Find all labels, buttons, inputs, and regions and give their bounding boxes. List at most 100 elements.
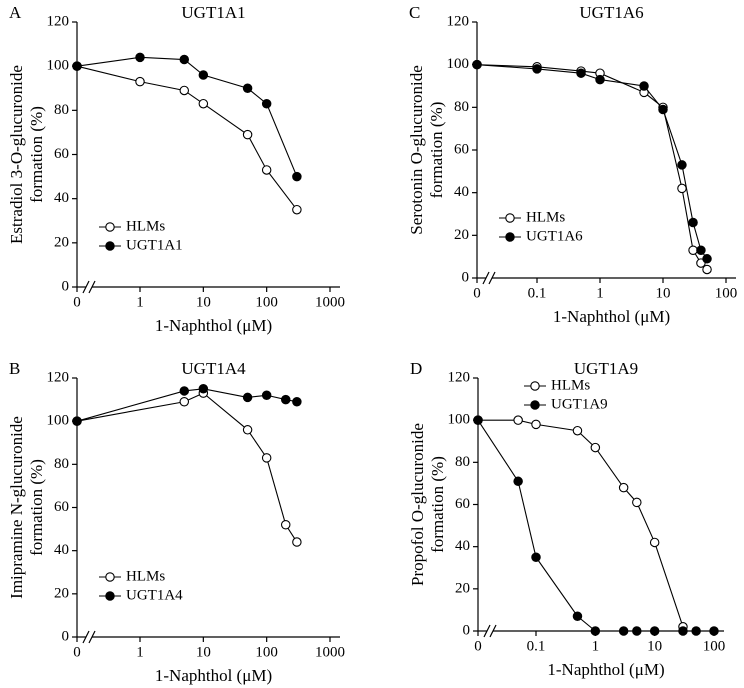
x-tick-label: 1000 [315,294,345,310]
y-axis-label: formation (%) [27,106,46,203]
legend-marker [505,213,515,223]
x-axis-label: 1-Naphthol (μM) [155,666,272,685]
panel-label: A [9,3,22,22]
legend-marker [105,241,115,251]
axis-break [88,630,96,644]
data-point [590,626,601,636]
x-tick-label: 10 [647,638,662,654]
axis-break [82,630,90,644]
y-tick-label: 80 [455,454,470,470]
x-tick-label: 0 [73,294,81,310]
data-point [531,552,541,562]
y-tick-label: 100 [47,413,70,429]
data-point [292,537,302,547]
data-point [649,537,660,548]
series-line [76,392,298,543]
data-point [261,453,272,463]
data-point [198,98,209,109]
data-point [292,204,302,215]
y-axis-label: formation (%) [427,102,446,199]
data-point [280,394,291,405]
data-point [688,245,698,256]
x-tick-label: 100 [255,644,278,660]
panel: 0 20 40 60 80 100 120 0 1 10 100 1000 A UGT1A1 1-Napht… [7,3,345,335]
y-tick-label: 40 [54,190,69,206]
data-point [513,476,523,487]
data-point [261,390,272,401]
y-tick-label: 0 [463,622,471,638]
axis-break [488,271,496,285]
legend-label: UGT1A4 [126,587,183,603]
y-tick-label: 40 [454,184,469,200]
legend-marker [530,381,540,391]
y-tick-label: 0 [62,278,70,294]
data-point [702,264,712,275]
series-line [476,64,708,270]
data-point [595,74,605,85]
y-tick-label: 100 [47,58,70,74]
y-axis-label: Imipramine N-glucuronide [7,416,26,599]
x-tick-label: 10 [656,285,671,301]
data-point [473,415,483,425]
x-tick-label: 10 [196,294,211,310]
x-tick-label: 1 [136,644,144,660]
chart-title: UGT1A6 [579,3,643,22]
data-point [532,64,542,74]
y-tick-label: 40 [54,542,69,558]
panel-label: D [410,359,422,378]
y-tick-label: 20 [54,234,69,250]
data-point [702,254,712,264]
x-axis-label: 1-Naphthol (μM) [547,660,664,679]
data-point [576,68,586,78]
chart-title: UGT1A9 [574,359,638,378]
data-point [472,59,482,70]
x-tick-label: 0.1 [527,638,546,654]
y-tick-label: 80 [54,102,69,118]
data-point [72,416,82,426]
data-point [696,245,706,256]
x-tick-label: 100 [715,285,738,301]
legend-label: UGT1A6 [526,228,583,244]
data-point [678,626,688,636]
legend-marker [105,572,115,582]
data-point [677,160,687,170]
y-tick-label: 20 [54,585,69,601]
axis-break [482,271,490,285]
data-point [632,626,642,636]
x-tick-label: 1000 [315,644,345,660]
x-tick-label: 1 [136,294,144,310]
data-point [280,520,291,530]
y-tick-label: 0 [462,269,470,285]
data-point [677,183,687,194]
data-point [292,171,302,182]
legend-label: HLMs [126,218,165,234]
x-tick-label: 10 [196,644,211,660]
y-tick-label: 0 [62,628,70,644]
x-axis-label: 1-Naphthol (μM) [155,316,272,335]
y-tick-label: 60 [54,146,69,162]
data-point [135,76,145,87]
data-point [618,626,629,636]
data-point [649,626,660,636]
x-tick-label: 0.1 [528,285,547,301]
x-tick-label: 0 [73,644,81,660]
data-point [639,81,649,91]
y-tick-label: 80 [54,456,69,472]
panel-label: C [409,3,420,22]
y-axis-label: Estradiol 3-O-glucuronide [7,65,26,244]
data-point [691,626,701,636]
data-point [261,98,272,109]
series-line [476,64,708,260]
y-axis-label: Propofol O-glucuronide [408,423,427,586]
x-axis-label: 1-Naphthol (μM) [553,307,670,326]
x-tick-label: 1 [596,285,604,301]
y-tick-label: 120 [47,13,70,29]
panel: 0 20 40 60 80 100 120 0 0.1 1 10 100 D UGT1A9 1-Naphth… [408,359,725,679]
axis-break [483,624,491,638]
y-tick-label: 100 [448,412,471,428]
legend-label: HLMs [526,209,565,225]
y-tick-label: 60 [454,141,469,157]
legend-label: UGT1A1 [126,237,183,253]
data-point [709,626,719,636]
